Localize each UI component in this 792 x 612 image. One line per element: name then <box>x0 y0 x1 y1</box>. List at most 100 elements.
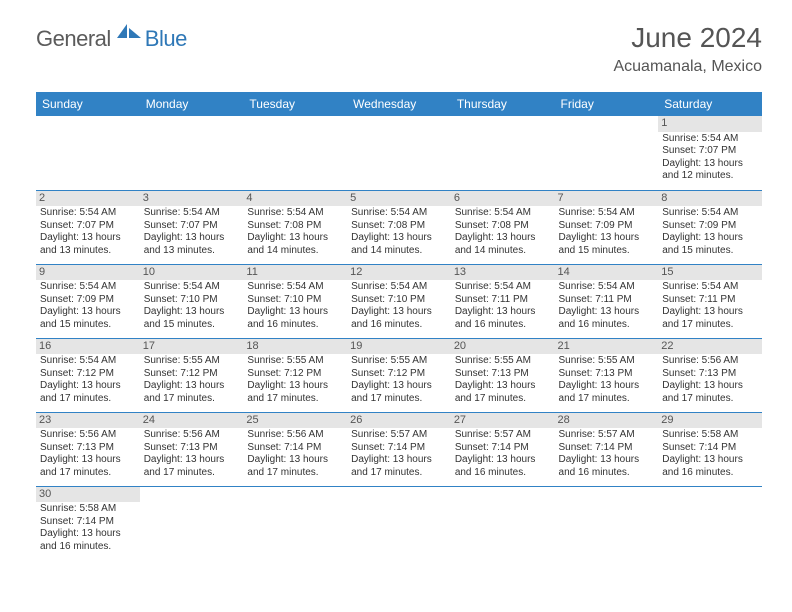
day-sunset: Sunset: 7:14 PM <box>40 516 136 529</box>
day-daylight2: and 16 minutes. <box>40 541 136 554</box>
day-sunset: Sunset: 7:09 PM <box>662 220 758 233</box>
day-daylight2: and 17 minutes. <box>662 319 758 332</box>
day-sunrise: Sunrise: 5:54 AM <box>662 207 758 220</box>
weekday-header: Thursday <box>451 92 555 116</box>
day-sunrise: Sunrise: 5:57 AM <box>351 429 447 442</box>
day-sunrise: Sunrise: 5:54 AM <box>144 281 240 294</box>
day-sunrise: Sunrise: 5:57 AM <box>455 429 551 442</box>
day-sunrise: Sunrise: 5:54 AM <box>662 133 758 146</box>
calendar-week-row: 30Sunrise: 5:58 AMSunset: 7:14 PMDayligh… <box>36 486 762 560</box>
day-sunset: Sunset: 7:13 PM <box>559 368 655 381</box>
day-daylight1: Daylight: 13 hours <box>40 528 136 541</box>
month-title: June 2024 <box>613 22 762 54</box>
calendar-day-cell: 30Sunrise: 5:58 AMSunset: 7:14 PMDayligh… <box>36 486 140 560</box>
day-sunrise: Sunrise: 5:58 AM <box>662 429 758 442</box>
weekday-header-row: Sunday Monday Tuesday Wednesday Thursday… <box>36 92 762 116</box>
day-daylight1: Daylight: 13 hours <box>662 306 758 319</box>
weekday-header: Monday <box>140 92 244 116</box>
calendar-day-cell <box>555 486 659 560</box>
day-daylight2: and 16 minutes. <box>559 319 655 332</box>
day-number: 16 <box>36 339 140 355</box>
day-sunrise: Sunrise: 5:54 AM <box>40 281 136 294</box>
day-sunset: Sunset: 7:12 PM <box>40 368 136 381</box>
day-daylight2: and 17 minutes. <box>144 393 240 406</box>
day-number: 10 <box>140 265 244 281</box>
calendar-day-cell: 9Sunrise: 5:54 AMSunset: 7:09 PMDaylight… <box>36 264 140 338</box>
day-number: 9 <box>36 265 140 281</box>
day-daylight1: Daylight: 13 hours <box>351 306 447 319</box>
calendar-week-row: 16Sunrise: 5:54 AMSunset: 7:12 PM Dayligh… <box>36 338 762 412</box>
day-daylight1: Daylight: 13 hours <box>559 232 655 245</box>
header: General Blue June 2024 Acuamanala, Mexic… <box>0 0 792 84</box>
day-daylight2: and 15 minutes. <box>144 319 240 332</box>
location: Acuamanala, Mexico <box>613 58 762 76</box>
day-number: 2 <box>36 191 140 207</box>
day-daylight1: Daylight: 13 hours <box>455 380 551 393</box>
day-sunset: Sunset: 7:10 PM <box>144 294 240 307</box>
logo-sail-icon <box>115 22 143 45</box>
day-sunrise: Sunrise: 5:56 AM <box>662 355 758 368</box>
day-daylight2: and 16 minutes. <box>455 319 551 332</box>
day-sunrise: Sunrise: 5:54 AM <box>455 281 551 294</box>
day-number: 27 <box>451 413 555 429</box>
day-sunset: Sunset: 7:08 PM <box>247 220 343 233</box>
day-sunset: Sunset: 7:09 PM <box>40 294 136 307</box>
day-sunset: Sunset: 7:10 PM <box>351 294 447 307</box>
weekday-header: Tuesday <box>243 92 347 116</box>
day-sunset: Sunset: 7:07 PM <box>40 220 136 233</box>
day-daylight2: and 14 minutes. <box>351 245 447 258</box>
day-number: 29 <box>658 413 762 429</box>
weekday-header: Wednesday <box>347 92 451 116</box>
calendar-day-cell: 25Sunrise: 5:56 AMSunset: 7:14 PMDayligh… <box>243 412 347 486</box>
day-number: 24 <box>140 413 244 429</box>
day-daylight2: and 17 minutes. <box>351 467 447 480</box>
calendar-week-row: 23Sunrise: 5:56 AMSunset: 7:13 PMDayligh… <box>36 412 762 486</box>
day-daylight2: and 14 minutes. <box>247 245 343 258</box>
day-daylight2: and 15 minutes. <box>40 319 136 332</box>
day-sunset: Sunset: 7:14 PM <box>455 442 551 455</box>
calendar-day-cell <box>36 116 140 190</box>
calendar-day-cell: 17Sunrise: 5:55 AMSunset: 7:12 PMDayligh… <box>140 338 244 412</box>
logo-text-blue: Blue <box>145 26 187 52</box>
calendar-day-cell <box>243 486 347 560</box>
day-daylight1: Daylight: 13 hours <box>662 380 758 393</box>
day-daylight2: and 17 minutes. <box>40 393 136 406</box>
day-daylight1: Daylight: 13 hours <box>247 454 343 467</box>
day-daylight1: Daylight: 13 hours <box>351 232 447 245</box>
day-sunrise: Sunrise: 5:54 AM <box>559 281 655 294</box>
day-daylight1: Daylight: 13 hours <box>40 454 136 467</box>
calendar-day-cell: 13Sunrise: 5:54 AMSunset: 7:11 PMDayligh… <box>451 264 555 338</box>
calendar-day-cell: 27Sunrise: 5:57 AMSunset: 7:14 PMDayligh… <box>451 412 555 486</box>
day-daylight2: and 17 minutes. <box>351 393 447 406</box>
day-number: 20 <box>451 339 555 355</box>
calendar-week-row: 2 Sunrise: 5:54 AM Sunset: 7:07 PM Daylight… <box>36 190 762 264</box>
day-sunrise: Sunrise: 5:54 AM <box>351 281 447 294</box>
day-daylight1: Daylight: 13 hours <box>247 380 343 393</box>
calendar-day-cell <box>140 486 244 560</box>
day-sunset: Sunset: 7:10 PM <box>247 294 343 307</box>
day-daylight1: Daylight: 13 hours <box>144 306 240 319</box>
day-sunrise: Sunrise: 5:54 AM <box>247 207 343 220</box>
day-sunrise: Sunrise: 5:54 AM <box>559 207 655 220</box>
calendar-table: Sunday Monday Tuesday Wednesday Thursday… <box>36 92 762 560</box>
day-sunset: Sunset: 7:07 PM <box>144 220 240 233</box>
calendar-day-cell: 8Sunrise: 5:54 AMSunset: 7:09 PMDaylight… <box>658 190 762 264</box>
day-daylight1: Daylight: 13 hours <box>455 454 551 467</box>
day-sunset: Sunset: 7:14 PM <box>351 442 447 455</box>
day-sunset: Sunset: 7:13 PM <box>144 442 240 455</box>
day-sunrise: Sunrise: 5:54 AM <box>40 355 136 368</box>
day-daylight2: and 13 minutes. <box>144 245 240 258</box>
day-daylight2: and 16 minutes. <box>351 319 447 332</box>
day-number: 22 <box>658 339 762 355</box>
day-sunrise: Sunrise: 5:58 AM <box>40 503 136 516</box>
day-sunrise: Sunrise: 5:54 AM <box>662 281 758 294</box>
calendar-day-cell: 20Sunrise: 5:55 AMSunset: 7:13 PMDayligh… <box>451 338 555 412</box>
day-number: 8 <box>658 191 762 207</box>
calendar-day-cell: 14Sunrise: 5:54 AMSunset: 7:11 PMDayligh… <box>555 264 659 338</box>
day-sunset: Sunset: 7:13 PM <box>662 368 758 381</box>
day-number: 19 <box>347 339 451 355</box>
day-sunset: Sunset: 7:14 PM <box>559 442 655 455</box>
day-sunset: Sunset: 7:08 PM <box>455 220 551 233</box>
day-daylight2: and 17 minutes. <box>559 393 655 406</box>
day-number: 28 <box>555 413 659 429</box>
